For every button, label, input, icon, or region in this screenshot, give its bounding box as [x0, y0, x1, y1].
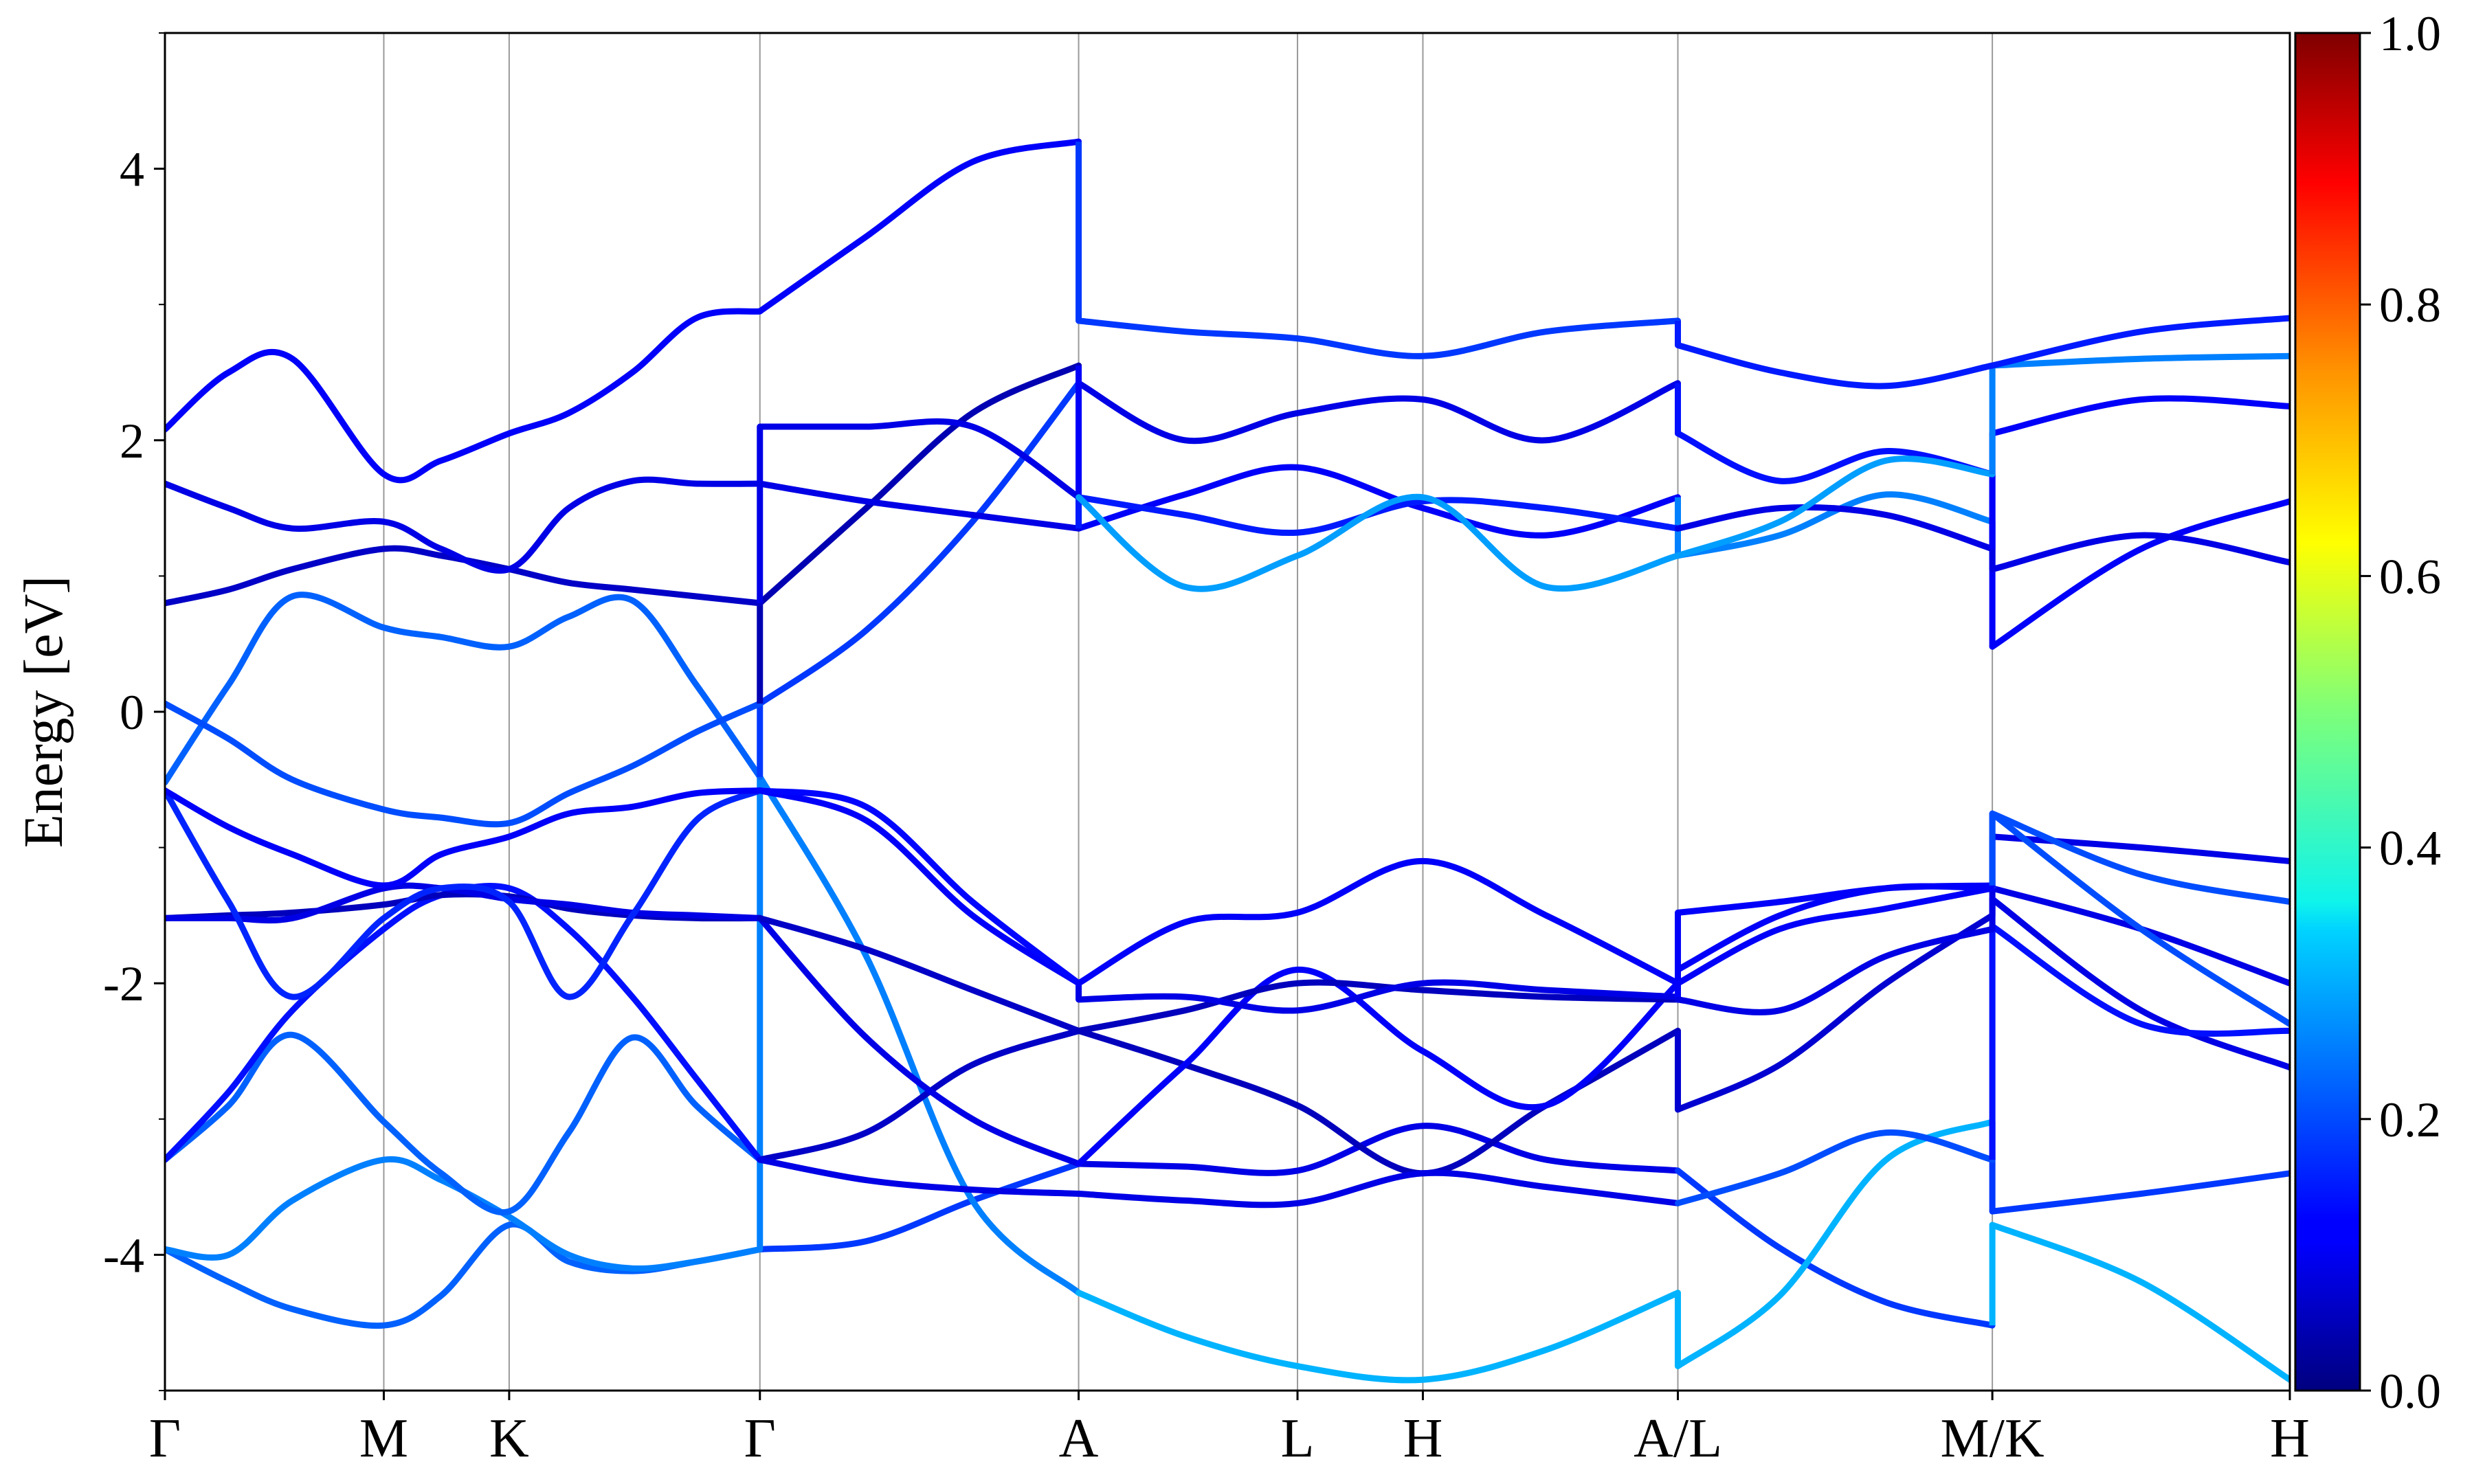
band-line [757, 1156, 1082, 1197]
band-line [165, 476, 764, 574]
band-line [1076, 1123, 1681, 1176]
band-line [757, 418, 1082, 501]
band-line [1989, 352, 2290, 369]
band-line [165, 787, 764, 889]
band-line [757, 787, 1082, 987]
band-line [1675, 504, 1996, 552]
colorbar-tick-label: 0.8 [2379, 278, 2441, 333]
kpoint-label: H [2270, 1408, 2310, 1469]
band-line [757, 380, 1082, 707]
colorbar-tick-label: 0.2 [2379, 1092, 2441, 1147]
band-line [165, 882, 764, 924]
kpoint-label: M/K [1941, 1408, 2044, 1469]
colorbar [2294, 32, 2361, 1392]
band-line [757, 480, 1082, 532]
band-line [757, 1160, 1082, 1252]
band-line [165, 308, 764, 484]
band-line [1076, 380, 1681, 445]
colorbar-tick-label: 0.6 [2379, 549, 2441, 604]
band-line [1675, 1167, 1996, 1329]
band-line [1989, 1170, 2290, 1215]
y-tick-label: -4 [103, 1228, 144, 1283]
band-line [165, 700, 764, 828]
kpoint-gridlines [383, 33, 1994, 1391]
band-line [1989, 395, 2290, 437]
plot-frame [164, 32, 2291, 1392]
band-line [757, 774, 1082, 1296]
band-line [165, 883, 764, 1163]
y-axis-label: Energy [eV] [14, 576, 74, 848]
band-line [1989, 498, 2290, 650]
band-line [1989, 315, 2290, 369]
band-line [1989, 810, 2290, 1027]
band-line [1076, 1169, 1681, 1208]
band-line [165, 592, 764, 786]
y-tick-label: 4 [120, 142, 144, 197]
band-line [1076, 493, 1681, 592]
band-line [1076, 464, 1681, 539]
kpoint-label: M [359, 1408, 408, 1469]
band-line [1675, 885, 1996, 987]
y-tick-label: -2 [103, 956, 144, 1011]
colorbar-ticks: 0.0 0.2 0.4 0.6 0.8 1.0 [2360, 6, 2441, 1419]
y-axis-ticks: -4 -2 0 2 4 [103, 32, 165, 1391]
band-line [757, 362, 1082, 607]
kpoint-label: H [1403, 1408, 1443, 1469]
band-line [757, 787, 1082, 987]
y-tick-label: 0 [120, 685, 144, 740]
kpoint-label: Γ [149, 1408, 181, 1469]
band-line [1675, 1118, 1996, 1369]
kpoint-label: Γ [744, 1408, 776, 1469]
band-line [1675, 912, 1996, 1113]
x-axis-ticks: Γ M K Γ A L H A/L M/K H [149, 1391, 2310, 1469]
band-line [757, 138, 1082, 315]
band-line [1076, 979, 1681, 1014]
band-line [1076, 1290, 1681, 1384]
band-line [1675, 1129, 1996, 1206]
band-line [1675, 882, 1996, 916]
y-tick-label: 2 [120, 414, 144, 469]
band-line [757, 914, 1082, 1167]
band-line [757, 1027, 1082, 1163]
band-line [1076, 966, 1681, 1167]
colorbar-tick-label: 0.0 [2379, 1364, 2441, 1419]
kpoint-label: A/L [1634, 1408, 1722, 1469]
band-line [165, 1156, 764, 1272]
band-line [1675, 491, 1996, 559]
band-line [1076, 1027, 1681, 1177]
band-line [1675, 925, 1996, 1015]
band-line [1989, 810, 2290, 906]
band-line [1989, 1222, 2290, 1383]
band-line [1675, 456, 1996, 559]
band-line [165, 787, 764, 1000]
band-line [1076, 979, 1681, 1034]
band-line [1989, 896, 2290, 1071]
band-line [757, 914, 1082, 1034]
band-line [1989, 923, 2290, 1037]
band-line [165, 1031, 764, 1216]
kpoint-label: K [489, 1408, 529, 1469]
colorbar-tick-label: 0.4 [2379, 821, 2441, 876]
band-line [1076, 857, 1681, 987]
band-line [1675, 342, 1996, 390]
band-line [1989, 532, 2290, 572]
band-line [1675, 430, 1996, 484]
colorbar-tick-label: 1.0 [2379, 6, 2441, 61]
band-line [1076, 317, 1681, 359]
kpoint-label: L [1281, 1408, 1315, 1469]
kpoint-label: A [1059, 1408, 1099, 1469]
band-lines [165, 138, 2290, 1384]
